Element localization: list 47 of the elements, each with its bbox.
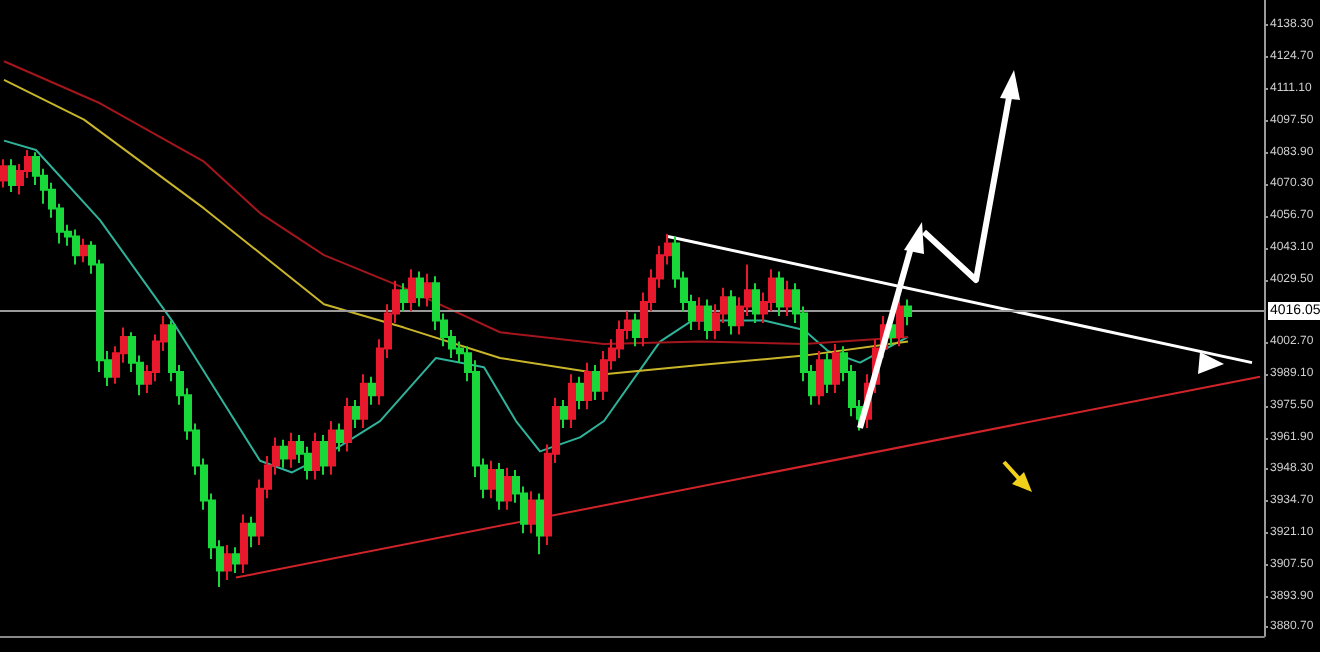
candlestick xyxy=(824,352,832,394)
candlestick xyxy=(568,373,576,430)
candlestick xyxy=(776,270,784,317)
candlestick xyxy=(504,466,512,511)
candlestick xyxy=(408,268,416,313)
line-series xyxy=(3,78,909,376)
candlestick xyxy=(80,237,88,264)
candlestick xyxy=(248,515,256,549)
candlestick xyxy=(424,272,432,308)
candlestick xyxy=(496,462,504,511)
candlestick xyxy=(784,279,792,317)
line-series xyxy=(3,139,909,474)
candlestick xyxy=(696,296,704,331)
candlestick xyxy=(632,312,640,348)
line-series xyxy=(3,60,909,345)
candlestick xyxy=(344,396,352,453)
candlestick xyxy=(528,490,536,535)
candlestick xyxy=(560,399,568,430)
candlestick xyxy=(832,342,840,394)
candlestick xyxy=(72,228,80,266)
candlestick xyxy=(320,434,328,476)
candlestick xyxy=(336,422,344,453)
candlestick xyxy=(352,399,360,430)
candlestick xyxy=(576,375,584,411)
candlestick xyxy=(0,158,8,189)
candlestick xyxy=(728,289,736,336)
candlestick xyxy=(400,282,408,313)
candlestick xyxy=(704,298,712,341)
candlestick xyxy=(288,431,296,469)
candlestick xyxy=(360,373,368,430)
candlestick xyxy=(592,363,600,402)
candlestick xyxy=(328,420,336,476)
candlestick xyxy=(896,296,904,348)
candlestick xyxy=(240,513,248,574)
candlestick xyxy=(368,375,376,406)
candlestick xyxy=(224,543,232,581)
candlestick xyxy=(904,298,912,327)
candlestick xyxy=(280,438,288,469)
candlestick xyxy=(752,282,760,324)
candlestick xyxy=(312,431,320,481)
candlestick xyxy=(8,158,16,194)
candlestick xyxy=(232,546,240,574)
candlestick xyxy=(416,270,424,308)
candlestick xyxy=(584,361,592,411)
candlestick xyxy=(488,459,496,500)
candlestick xyxy=(816,349,824,406)
candlestick xyxy=(536,492,544,556)
